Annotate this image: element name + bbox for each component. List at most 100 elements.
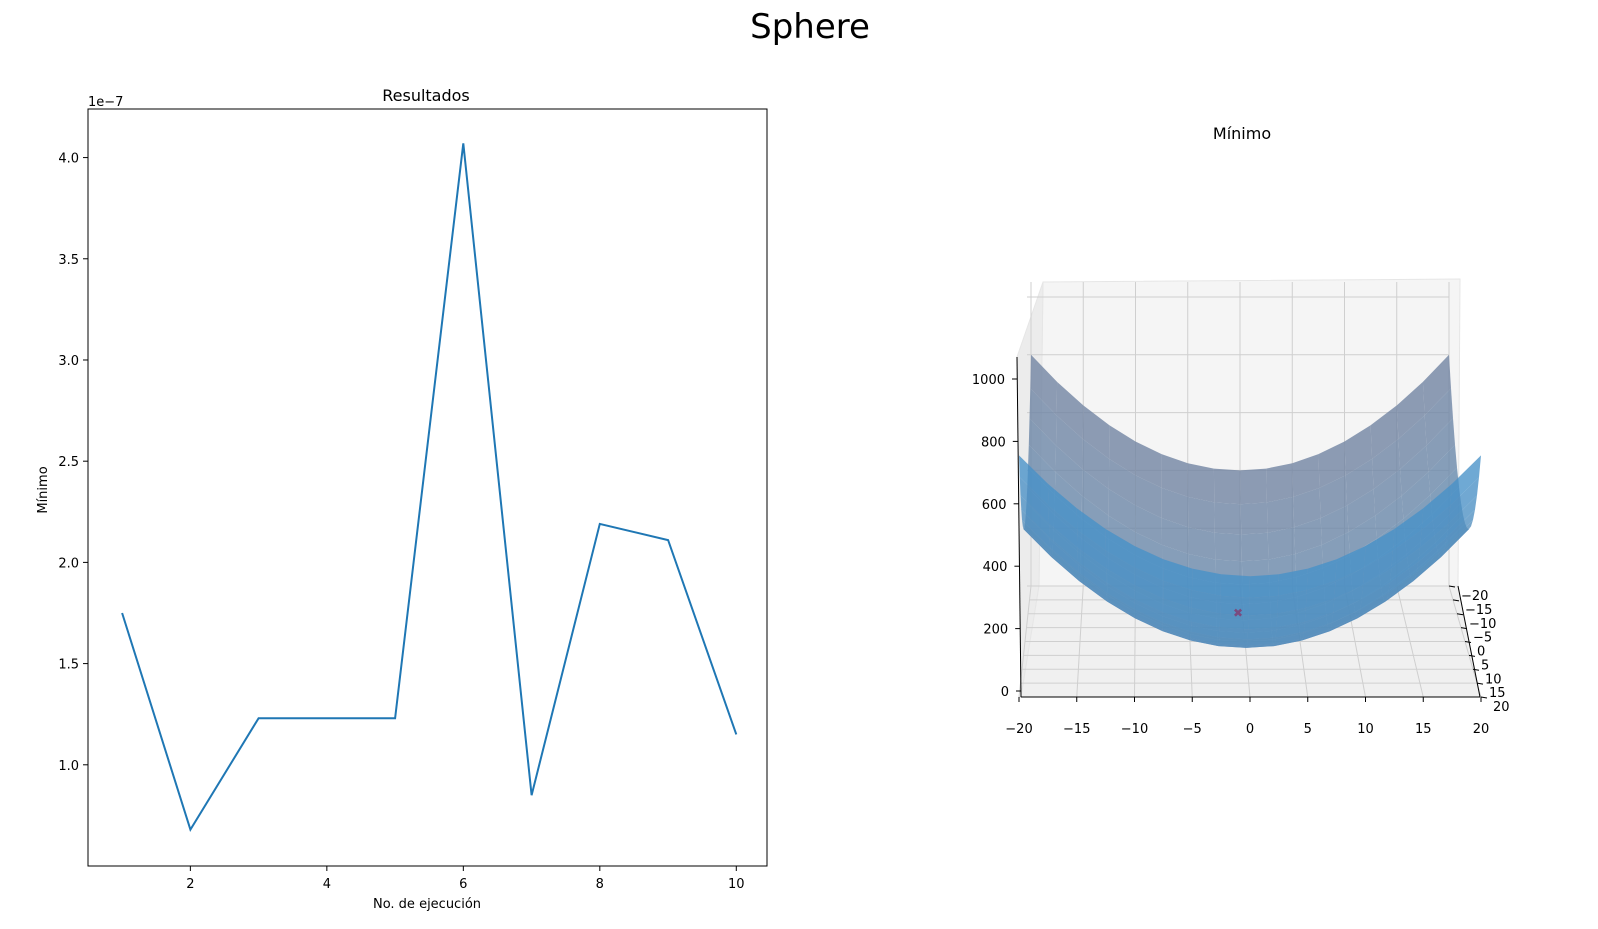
surface-patch	[1241, 532, 1269, 562]
axes-3d: −20 −15 −10 −5 0 5 10 15 20−20−15−10−50510152002…	[972, 356, 1510, 737]
surface-patch	[1247, 627, 1277, 640]
y-tick	[1448, 585, 1456, 588]
surface-patch	[1320, 505, 1349, 545]
z-tick-label: 0	[1001, 685, 1009, 700]
z-tick-label: 400	[983, 560, 1008, 575]
grid-line	[1396, 585, 1424, 698]
y-tick-label: 3.5	[58, 253, 79, 268]
surface-patch	[1076, 508, 1106, 551]
surface-patch	[1347, 489, 1376, 533]
surface-patch	[1106, 568, 1135, 600]
surface-patch	[1388, 562, 1419, 593]
surface-patch	[1413, 554, 1443, 582]
surface-patch	[1387, 572, 1417, 599]
surface-patch	[1373, 469, 1402, 516]
surface-patch	[1163, 580, 1192, 608]
surface-patch	[1389, 548, 1420, 583]
surface-patch	[1321, 532, 1350, 569]
surface-patch	[1082, 469, 1109, 516]
surface-patch	[1135, 505, 1162, 545]
y-tick	[1456, 613, 1464, 616]
surface-patch	[1422, 354, 1451, 416]
surface-patch	[1218, 637, 1248, 646]
surface-patch	[1240, 502, 1268, 535]
surface-patch	[1344, 425, 1373, 476]
surface-patch	[1135, 475, 1162, 519]
plot-area	[87, 108, 768, 867]
surface-patch	[1050, 554, 1080, 582]
surface-patch	[1055, 445, 1083, 496]
surface-patch	[1246, 643, 1275, 648]
surface-patch	[1362, 550, 1393, 586]
x-tick-label: −15	[1063, 722, 1090, 737]
y-tick	[1452, 599, 1460, 602]
surface-patch	[1444, 509, 1475, 548]
surface-patch	[1219, 627, 1249, 640]
surface-patch	[1105, 529, 1135, 568]
surface-patch	[1029, 388, 1057, 446]
surface-patch	[1134, 585, 1164, 613]
surface-patch	[1318, 441, 1346, 488]
surface-patch	[1191, 621, 1220, 638]
x-tick-label: 8	[596, 877, 604, 892]
surface-patch	[1401, 472, 1431, 519]
surface-patch	[1161, 487, 1189, 528]
surface-patch	[1134, 546, 1164, 581]
surface-patch	[1109, 425, 1136, 476]
x-axis-label: No. de ejecución	[373, 897, 481, 912]
surface-patch	[1219, 613, 1249, 630]
surface-patch	[1294, 518, 1322, 554]
surface-patch	[1348, 515, 1377, 556]
surface-patch	[1274, 631, 1304, 644]
line-chart-title: Resultados	[382, 86, 470, 105]
y-tick	[1460, 627, 1468, 630]
surface-patch	[1190, 638, 1219, 647]
surface-patch	[1078, 572, 1107, 599]
surface-patch	[1361, 568, 1392, 600]
surface-patch	[1450, 455, 1481, 506]
surface-patch	[1266, 463, 1294, 503]
surface-patch	[1306, 559, 1337, 591]
x-tick-label: 6	[459, 877, 467, 892]
z-tick-label: 600	[982, 498, 1007, 513]
surface-patch	[1333, 585, 1363, 613]
series-line	[121, 143, 738, 832]
y-axis-line	[1457, 585, 1481, 698]
surface-patch	[1358, 592, 1389, 616]
surface-patch	[1446, 495, 1477, 538]
surface-patch	[1162, 622, 1192, 639]
y-tick-label: −5	[1473, 631, 1492, 646]
surface-patch	[1357, 599, 1387, 619]
surface-patch	[1021, 509, 1051, 548]
y-axis-ticks: 1.0 1.5 2.0 2.5 3.0 3.5 4.0	[58, 152, 88, 774]
x-tick-label: −5	[1183, 722, 1202, 737]
surface-patch	[1334, 567, 1365, 599]
surface-patch	[1214, 502, 1242, 535]
surface-patch	[1220, 595, 1250, 616]
surface-patch	[1391, 530, 1422, 569]
surface-patch	[1424, 388, 1453, 446]
surface-patch	[1056, 415, 1083, 470]
surface-patch	[1332, 599, 1362, 623]
surface-patch	[1418, 523, 1449, 562]
y-tick-label: −15	[1465, 603, 1492, 618]
surface-patch	[1277, 590, 1307, 614]
y-tick-label: 0	[1477, 645, 1485, 660]
surface-patch	[1022, 526, 1052, 557]
surface-patch	[1415, 547, 1445, 579]
surface-patch	[1019, 477, 1049, 524]
surface-patch	[1078, 578, 1107, 602]
surface-patch	[1050, 547, 1079, 579]
x-tick-label: 0	[1246, 722, 1254, 737]
surface-patch	[1293, 487, 1321, 528]
surface-patch	[1019, 455, 1049, 506]
surface-patch	[1335, 546, 1366, 581]
x-tick-label: 2	[186, 877, 194, 892]
surface-patch	[1108, 458, 1136, 506]
surface-patch	[1030, 354, 1058, 416]
y-tick	[1472, 668, 1480, 671]
surface-patch	[1246, 637, 1276, 646]
surface-patch	[1028, 418, 1056, 472]
surface-patch	[1108, 489, 1136, 533]
